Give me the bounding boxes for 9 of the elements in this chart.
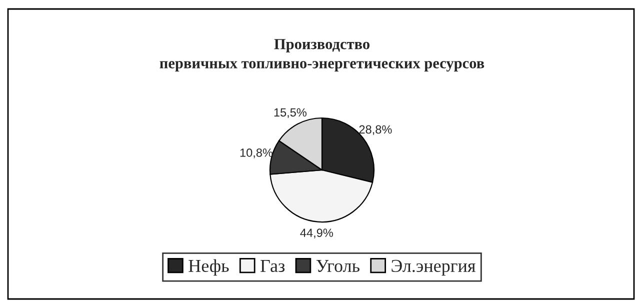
data-label: 28,8% (359, 125, 392, 136)
legend-label: Уголь (316, 260, 360, 272)
data-label: 10,8% (240, 148, 273, 158)
chart-title: Производство первичных топливно-энергетических ресурсов (160, 39, 484, 72)
legend-label: Нефь (188, 259, 229, 276)
legend-label: Газ (260, 260, 285, 272)
data-label: 15,5% (274, 108, 306, 118)
data-label: 44,9% (300, 228, 333, 238)
legend-label: Эл.энергия (392, 260, 476, 276)
